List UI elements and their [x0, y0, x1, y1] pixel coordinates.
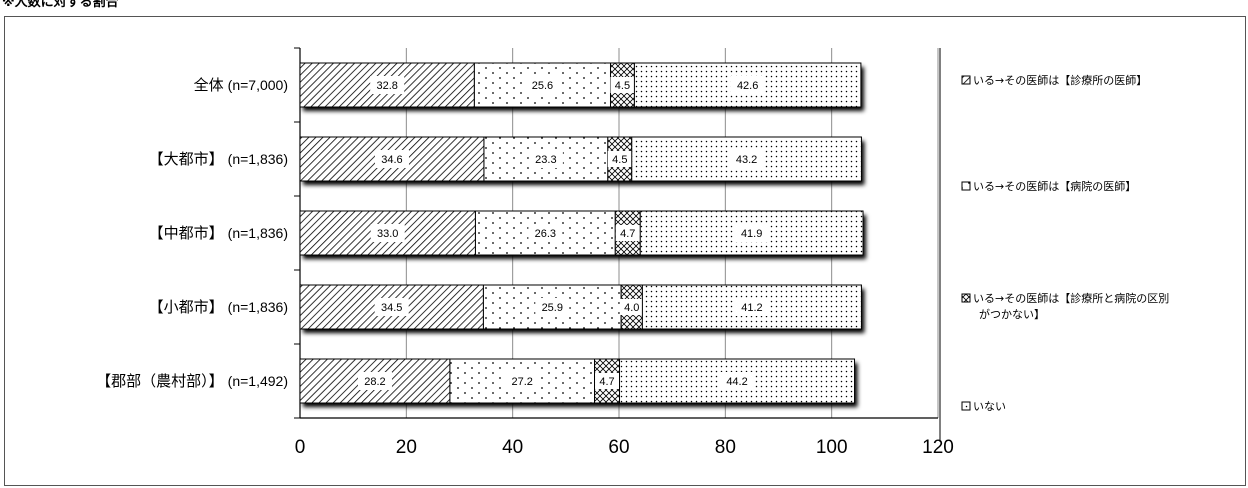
category-name: 全体: [194, 76, 224, 94]
x-tick-label: 0: [295, 437, 306, 458]
value-label-bg: [505, 372, 540, 390]
x-tick-label: 80: [715, 437, 736, 458]
x-tick-label: 60: [608, 437, 629, 458]
legend-swatch: [961, 401, 971, 411]
value-label-bg: [734, 224, 769, 242]
value-label: 33.0: [377, 228, 398, 240]
value-label: 4.7: [599, 376, 614, 388]
legend-swatch: [961, 293, 971, 303]
value-label: 41.9: [741, 228, 762, 240]
category-name: 【大都市】: [149, 150, 224, 168]
category-label: 全体 (n=7,000): [194, 76, 288, 94]
value-label-bg: [357, 372, 392, 390]
value-label: 34.6: [381, 154, 402, 166]
value-label: 26.3: [535, 228, 556, 240]
category-name: 【中都市】: [149, 224, 224, 242]
value-label-bg: [535, 298, 570, 316]
value-label-bg: [595, 373, 620, 389]
value-label: 41.2: [741, 302, 762, 314]
value-label-bg: [619, 299, 644, 315]
category-label: 【小都市】 (n=1,836): [149, 298, 288, 316]
value-label: 4.5: [612, 154, 627, 166]
category-count: (n=1,836): [228, 299, 288, 315]
value-label: 23.3: [535, 154, 556, 166]
value-label-bg: [528, 224, 563, 242]
value-label: 44.2: [726, 376, 747, 388]
legend-label: いない: [973, 400, 1006, 413]
page-title: ※人数に対する割合: [2, 0, 119, 10]
value-label-bg: [370, 76, 405, 94]
legend-swatch: [961, 181, 971, 191]
x-tick-label: 120: [922, 437, 954, 458]
value-label-bg: [370, 224, 405, 242]
value-label-bg: [720, 372, 755, 390]
legend-label: いる→その医師は【診療所と病院の区別: [973, 291, 1169, 305]
value-label: 27.2: [512, 376, 533, 388]
category-name: 【小都市】: [149, 298, 224, 316]
category-count: (n=1,492): [228, 373, 288, 389]
value-label: 25.9: [542, 302, 563, 314]
value-label-bg: [525, 76, 560, 94]
value-label: 34.5: [381, 302, 402, 314]
value-label: 4.5: [615, 80, 630, 92]
legend-label: いる→その医師は【病院の医師】: [973, 179, 1136, 193]
value-label-bg: [734, 298, 769, 316]
value-label-bg: [729, 150, 764, 168]
category-label: 【中都市】 (n=1,836): [149, 224, 288, 242]
value-label-bg: [730, 76, 765, 94]
x-tick-label: 40: [502, 437, 523, 458]
legend-label: がつかない】: [979, 307, 1045, 321]
chart-frame: [4, 16, 1246, 486]
category-count: (n=7,000): [228, 77, 288, 93]
value-label-bg: [528, 150, 563, 168]
value-label-bg: [374, 298, 409, 316]
value-label-bg: [615, 225, 640, 241]
value-label-bg: [374, 150, 409, 168]
value-label: 25.6: [532, 80, 553, 92]
value-label: 4.0: [624, 302, 639, 314]
category-label: 【大都市】 (n=1,836): [149, 150, 288, 168]
value-label: 42.6: [737, 80, 758, 92]
value-label: 4.7: [620, 228, 635, 240]
value-label: 43.2: [736, 154, 757, 166]
legend-label: いる→その医師は【診療所の医師】: [973, 73, 1147, 87]
legend-swatch: [961, 75, 971, 85]
x-tick-label: 100: [816, 437, 848, 458]
value-label: 28.2: [364, 376, 385, 388]
x-tick-label: 20: [396, 437, 417, 458]
category-count: (n=1,836): [228, 225, 288, 241]
category-name: 【郡部（農村部）】: [96, 372, 224, 390]
category-count: (n=1,836): [228, 151, 288, 167]
value-label-bg: [607, 151, 632, 167]
value-label-bg: [610, 77, 635, 93]
value-label: 32.8: [376, 80, 397, 92]
category-label: 【郡部（農村部）】 (n=1,492): [96, 372, 288, 390]
